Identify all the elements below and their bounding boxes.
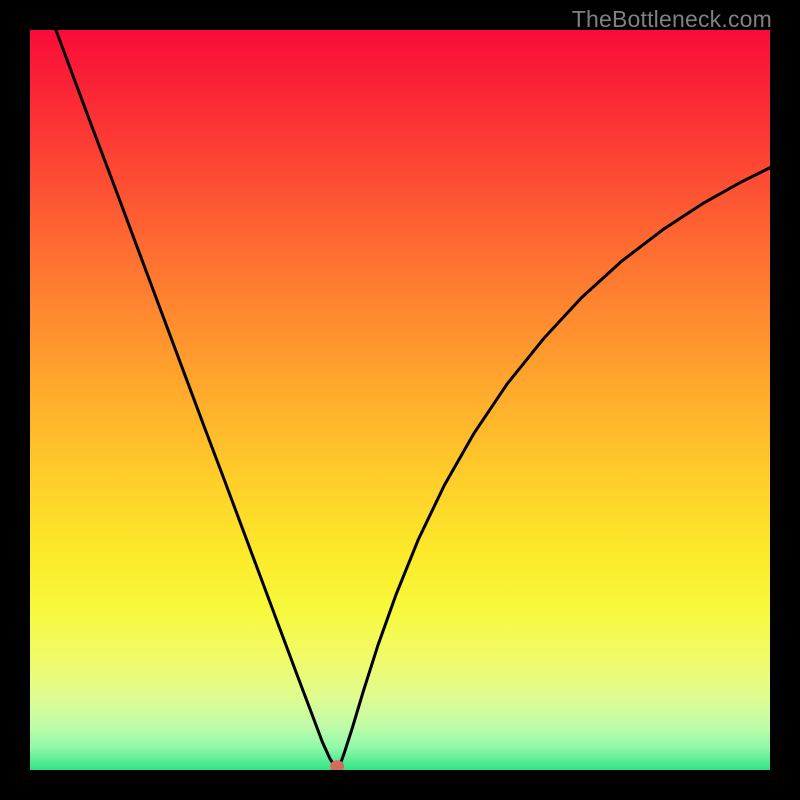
chart-plot-area [30,30,770,770]
chart-background [30,30,770,770]
chart-svg [30,30,770,770]
watermark-text: TheBottleneck.com [572,6,772,33]
